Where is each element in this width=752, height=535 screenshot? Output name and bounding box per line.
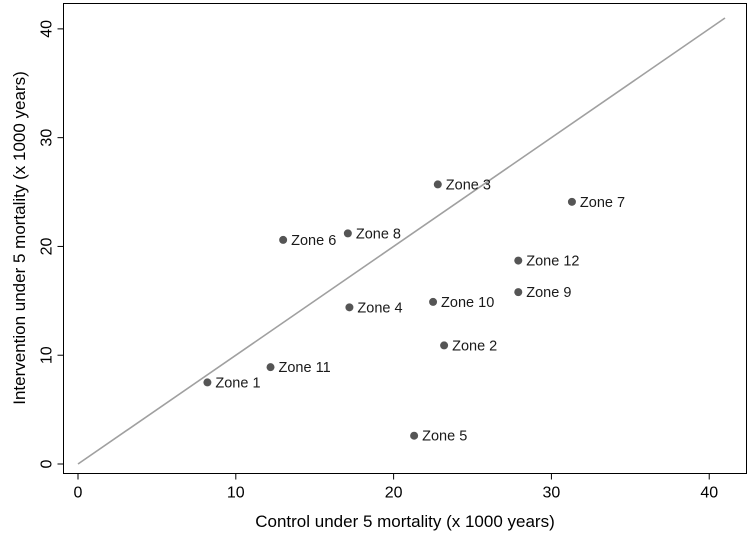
y-axis-title: Intervention under 5 mortality (x 1000 y… [10,71,29,405]
data-point [433,180,442,189]
x-axis: 0 10 20 30 40 [74,473,718,502]
point-label: Zone 8 [356,226,401,242]
x-tick-label: 40 [700,485,718,502]
reference-line [77,17,726,465]
point-label: Zone 6 [291,233,336,249]
points-layer: Zone 1 Zone 2 Zone 3 Zone 4 Zone 5 Zone 6 Zone… [203,177,625,445]
data-point [567,197,576,206]
point-label: Zone 2 [452,338,497,354]
data-point [343,229,352,238]
x-tick-label: 10 [227,485,245,502]
data-point [514,288,523,297]
y-tick-label: 0 [39,459,56,468]
y-axis: 0 10 20 30 40 [39,20,64,468]
data-point [440,341,449,350]
y-tick-label: 30 [39,129,56,147]
point-label: Zone 1 [215,375,260,391]
point-label: Zone 7 [580,195,625,211]
data-point [203,378,212,387]
x-axis-title: Control under 5 mortality (x 1000 years) [255,512,555,531]
point-label: Zone 3 [446,177,491,193]
data-point [429,297,438,306]
data-point [514,256,523,265]
data-point [266,363,275,372]
x-tick-label: 30 [543,485,561,502]
reference-line-layer [77,17,726,465]
point-label: Zone 9 [526,285,571,301]
point-label: Zone 5 [422,429,467,445]
point-label: Zone 10 [441,295,494,311]
y-tick-label: 40 [39,20,56,38]
data-point [345,303,354,312]
point-label: Zone 12 [526,254,579,270]
x-tick-label: 0 [74,485,83,502]
point-label: Zone 11 [279,360,331,376]
y-tick-label: 10 [39,346,56,364]
point-label: Zone 4 [357,300,402,316]
y-tick-label: 20 [39,237,56,255]
data-point [410,431,419,440]
data-point [279,235,288,244]
x-tick-label: 20 [385,485,403,502]
